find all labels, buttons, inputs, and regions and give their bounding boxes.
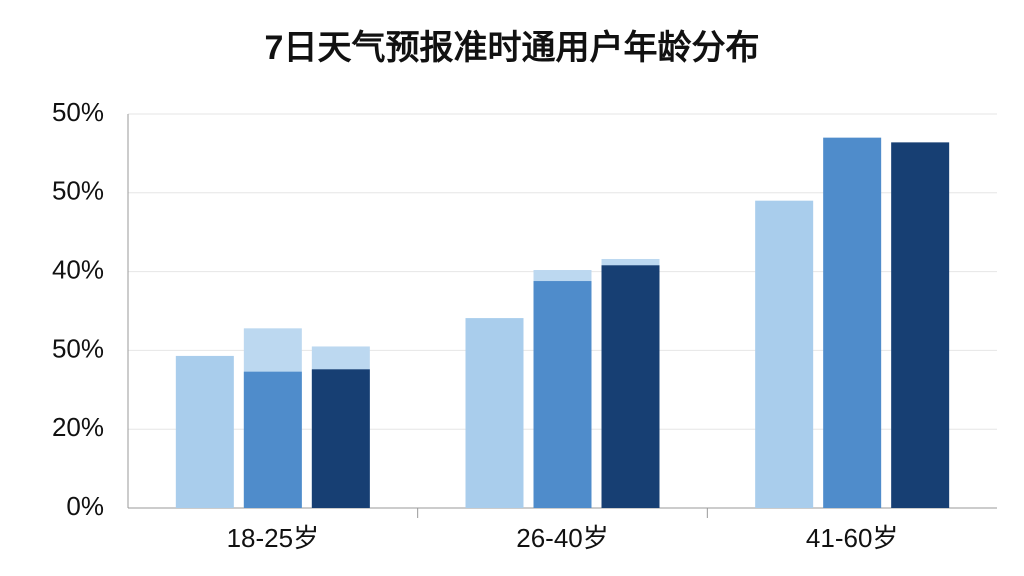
x-tick-label: 26-40岁 xyxy=(516,523,609,553)
bar xyxy=(175,355,234,508)
bar xyxy=(243,371,302,508)
y-tick-label: 50% xyxy=(52,176,104,206)
bar xyxy=(823,137,882,508)
bar xyxy=(311,369,370,508)
x-tick-label: 18-25岁 xyxy=(227,523,320,553)
y-tick-label: 20% xyxy=(52,412,104,442)
bar xyxy=(755,200,814,508)
bar xyxy=(891,142,950,509)
x-tick-label: 41-60岁 xyxy=(806,523,899,553)
bar xyxy=(465,318,524,508)
y-tick-label: 50% xyxy=(52,333,104,363)
bar xyxy=(533,281,592,508)
y-tick-label: 40% xyxy=(52,254,104,284)
y-tick-label: 50% xyxy=(52,97,104,127)
chart-title: 7日天气预报准时通用户年龄分布 xyxy=(265,29,760,67)
y-tick-label: 0% xyxy=(66,491,104,521)
bar xyxy=(601,265,660,508)
